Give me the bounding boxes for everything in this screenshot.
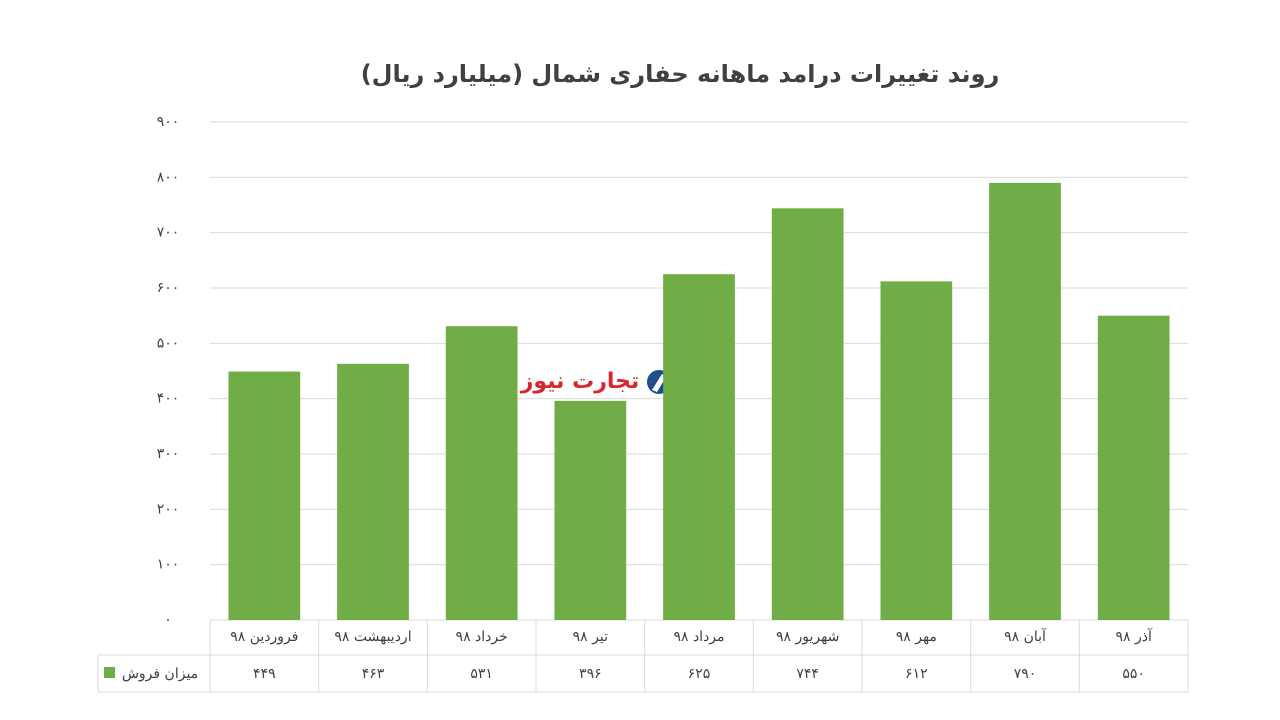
bar [228,371,301,620]
x-tick-label: آذر ۹۸ [1115,627,1152,645]
data-label: ۶۲۵ [688,666,711,682]
x-tick-label: شهریور ۹۸ [776,629,839,645]
bar [1097,315,1170,620]
watermark: تجارت نیوز [520,369,640,394]
y-tick-label: ۲۰۰ [157,501,180,517]
data-label: ۵۳۱ [470,666,493,682]
bar [663,274,735,620]
y-tick-label: ۰ [164,612,172,628]
x-tick-label: اردیبهشت ۹۸ [334,629,411,645]
y-tick-label: ۴۰۰ [157,391,180,407]
y-tick-label: ۹۰۰ [157,114,180,130]
x-tick-label: فروردین ۹۸ [230,629,298,645]
x-tick-label: مرداد ۹۸ [673,629,724,645]
legend-swatch [104,667,115,678]
x-tick-label: خرداد ۹۸ [456,629,508,645]
bar [989,182,1061,620]
bar [445,326,518,620]
y-tick-label: ۵۰۰ [157,335,180,351]
legend-label: میزان فروش [122,666,198,682]
y-tick-label: ۳۰۰ [157,446,180,462]
chart-title: روند تغییرات درامد ماهانه حفاری شمال (می… [361,60,1000,88]
data-label: ۴۶۳ [362,666,385,682]
x-tick-label: تیر ۹۸ [573,629,608,645]
data-label: ۳۹۶ [579,666,602,682]
x-tick-label: مهر ۹۸ [896,629,937,645]
data-label: ۴۴۹ [253,666,276,682]
y-tick-label: ۶۰۰ [157,280,180,296]
data-label: ۵۵۰ [1122,666,1145,682]
bar [771,208,844,620]
y-tick-label: ۱۰۰ [157,557,180,573]
bar [554,400,627,620]
bar [880,281,953,620]
y-tick-label: ۸۰۰ [157,169,180,185]
y-tick-label: ۷۰۰ [157,225,180,241]
data-label: ۶۱۲ [905,666,928,682]
bar [337,363,409,620]
x-tick-label: آبان ۹۸ [1004,627,1047,645]
data-label: ۷۴۴ [796,666,819,682]
data-label: ۷۹۰ [1014,666,1037,682]
